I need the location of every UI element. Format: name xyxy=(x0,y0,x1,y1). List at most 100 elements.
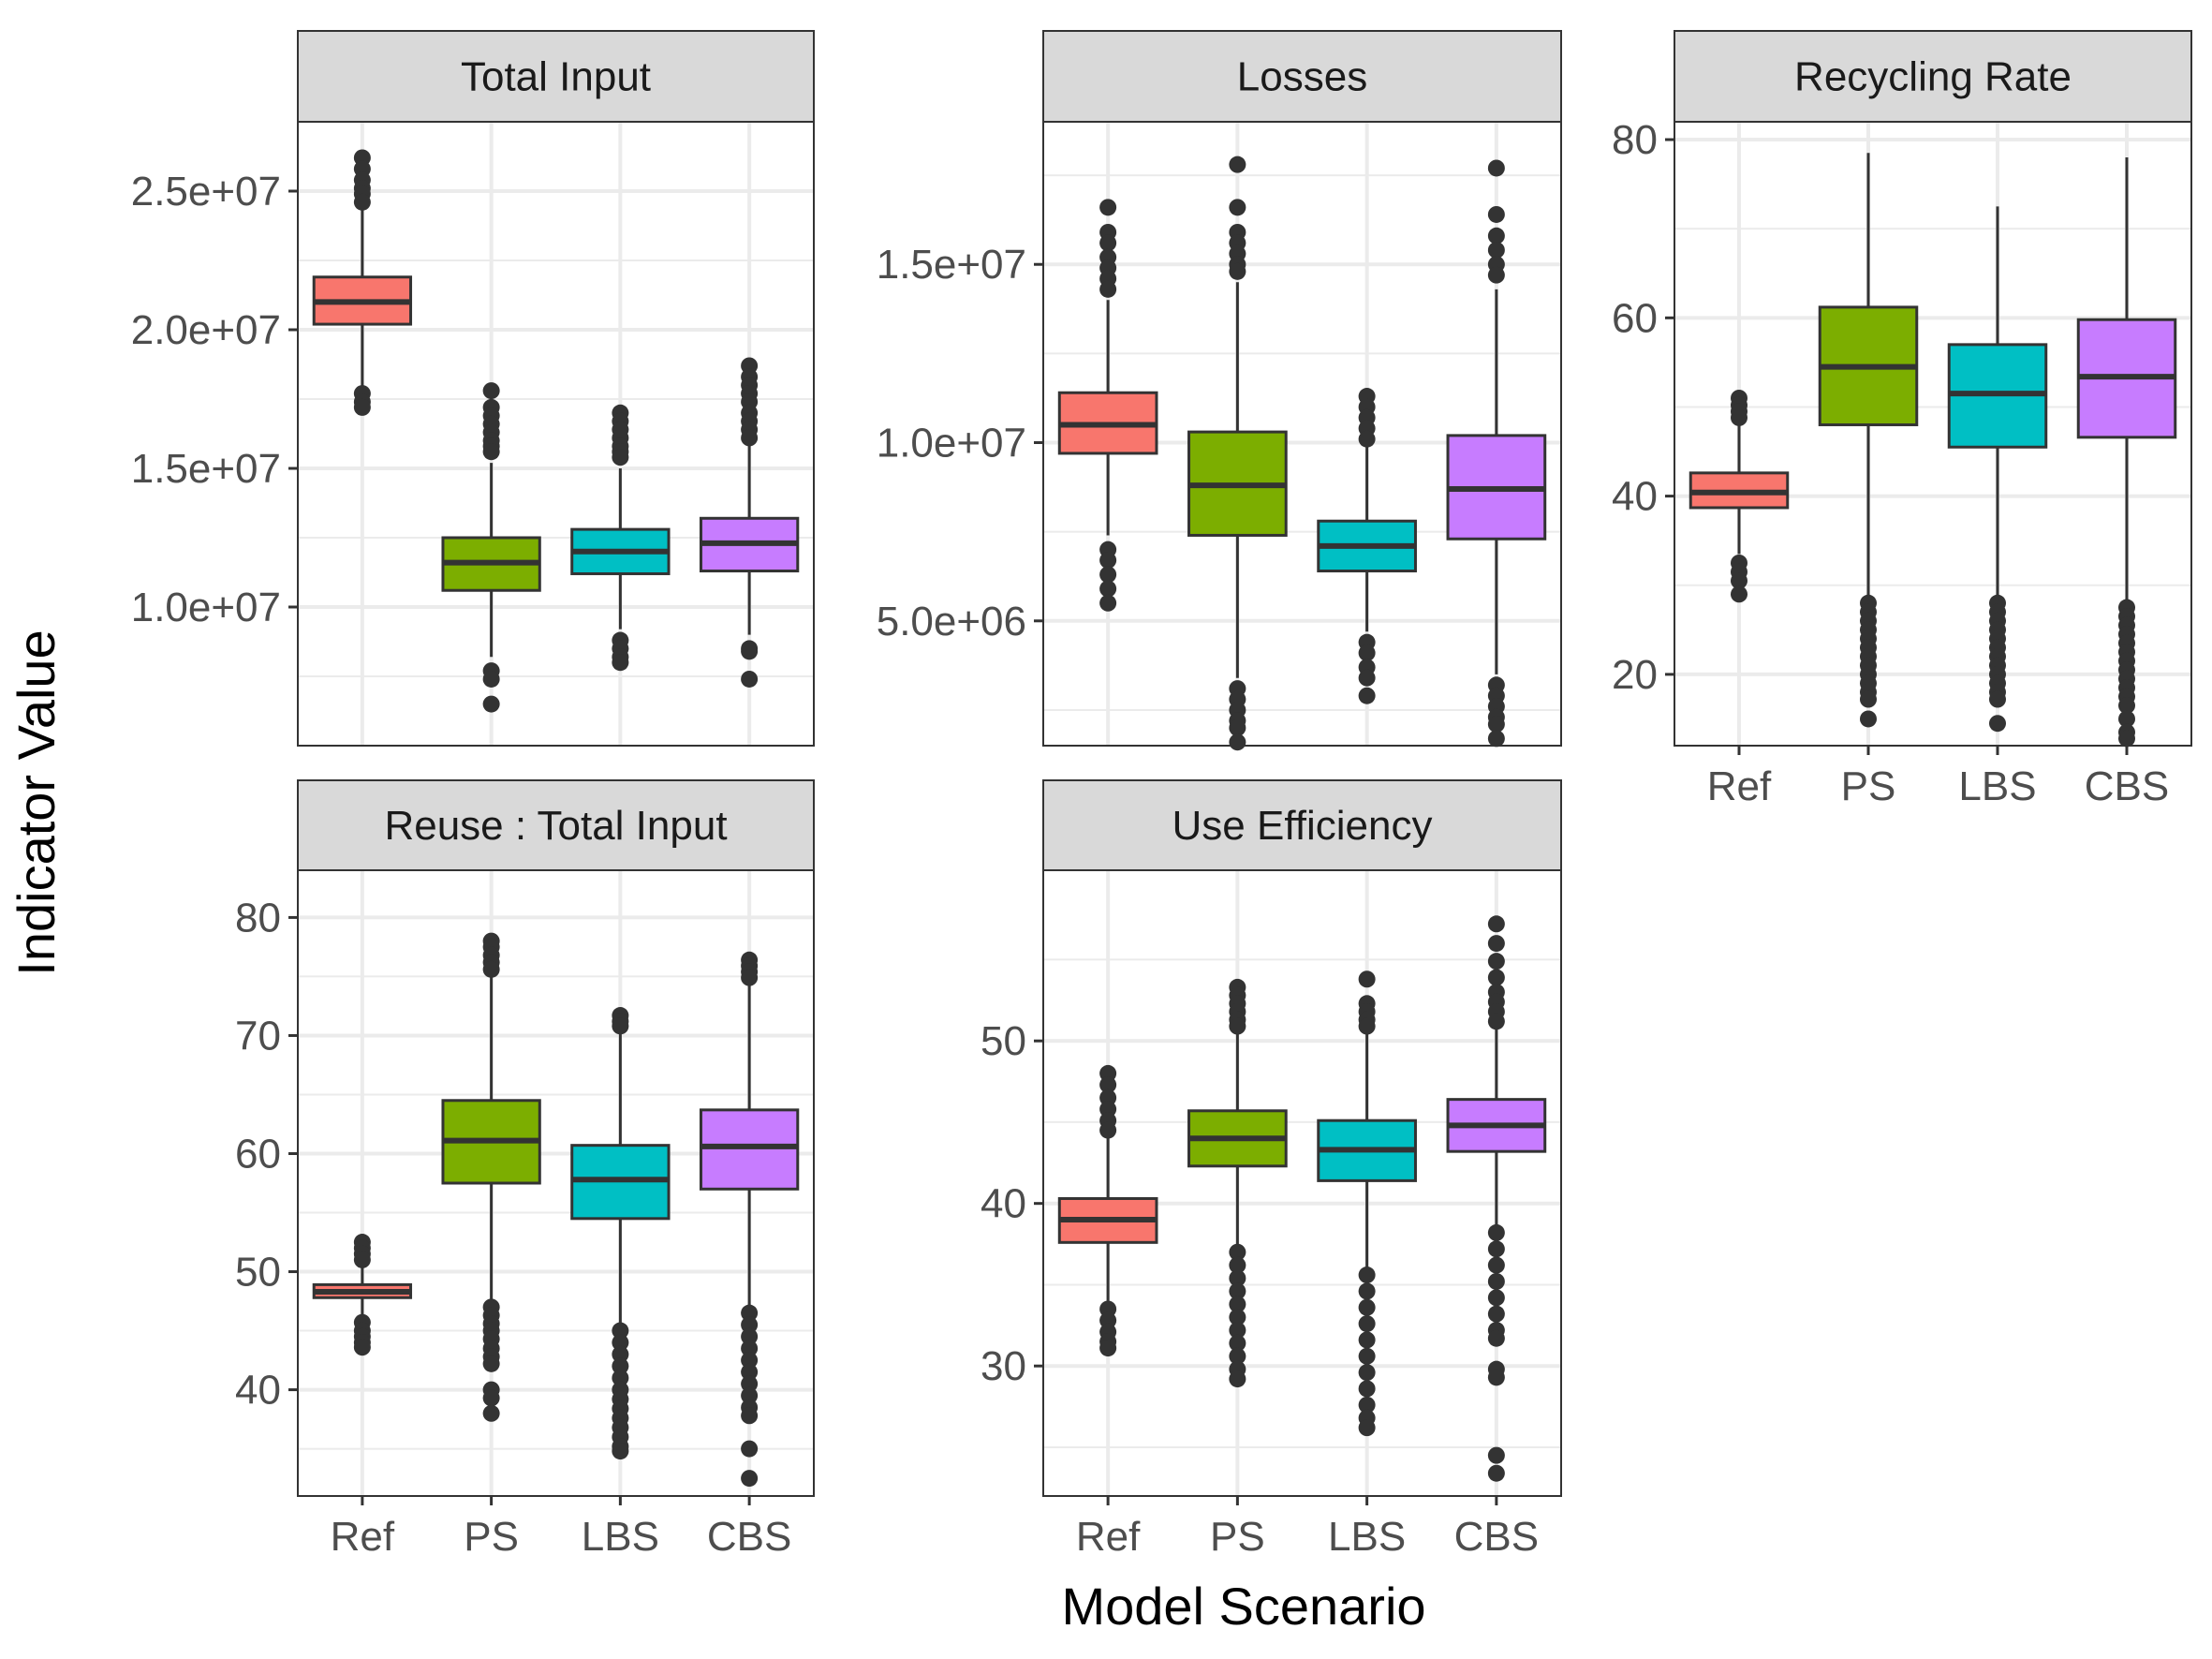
outlier-point xyxy=(741,1316,759,1334)
y-tick-label: 60 xyxy=(1612,295,1658,341)
outlier-point xyxy=(612,1443,629,1460)
x-tick-label: Ref xyxy=(331,1514,395,1560)
outlier-point xyxy=(482,960,500,978)
outlier-point xyxy=(1487,935,1505,953)
outlier-point xyxy=(1358,644,1376,662)
outlier-point xyxy=(1229,1347,1246,1365)
outlier-point xyxy=(482,382,500,400)
outlier-point xyxy=(353,398,371,416)
facet-strip xyxy=(297,30,815,123)
x-tick-label: LBS xyxy=(1328,1514,1406,1560)
outlier-point xyxy=(1229,733,1246,751)
x-tick-label: Ref xyxy=(1707,763,1772,809)
box-ref xyxy=(1688,389,1790,603)
outlier-point xyxy=(1229,1282,1246,1300)
box-lbs xyxy=(1317,970,1417,1437)
outlier-point xyxy=(1487,1240,1505,1258)
outlier-point xyxy=(1358,1396,1376,1414)
outlier-point xyxy=(482,1404,500,1422)
x-tick-label: CBS xyxy=(2085,763,2169,809)
x-tick-label: CBS xyxy=(1454,1514,1539,1560)
facet-strip xyxy=(1042,779,1562,871)
outlier-point xyxy=(741,1375,759,1393)
outlier-point xyxy=(741,1340,759,1357)
outlier-point xyxy=(1487,227,1505,244)
outlier-point xyxy=(353,1339,371,1356)
y-tick-label: 1.0e+07 xyxy=(877,421,1026,467)
box-lbs xyxy=(1317,388,1417,704)
outlier-point xyxy=(1731,585,1747,603)
outlier-point xyxy=(1860,690,1877,708)
outlier-point xyxy=(1229,1334,1246,1352)
box-ref xyxy=(1057,1064,1158,1357)
facet-strip xyxy=(1674,30,2192,123)
outlier-point xyxy=(1229,1370,1246,1388)
panel-3: Reuse : Total Input 40 50 60 70 80 Ref PS LBS CBS xyxy=(235,779,815,1560)
panel-background xyxy=(1043,870,1561,1496)
facet-title: Reuse : Total Input xyxy=(384,803,727,849)
outlier-point xyxy=(1099,1340,1117,1357)
box-cbs xyxy=(1446,915,1547,1482)
outlier-point xyxy=(741,1363,759,1381)
y-axis-title: Indicator Value xyxy=(7,630,66,975)
iqr-box xyxy=(699,1108,800,1191)
outlier-point xyxy=(1358,1331,1376,1349)
outlier-point xyxy=(1487,1369,1505,1386)
outlier-point xyxy=(1229,718,1246,736)
outlier-point xyxy=(1099,280,1117,298)
outlier-point xyxy=(612,1369,629,1386)
outlier-point xyxy=(741,1407,759,1425)
outlier-point xyxy=(1099,552,1117,570)
outlier-point xyxy=(1487,1272,1505,1290)
outlier-point xyxy=(1487,159,1505,177)
outlier-point xyxy=(1487,1329,1505,1347)
outlier-point xyxy=(482,1355,500,1372)
y-tick-label: 5.0e+06 xyxy=(877,599,1026,644)
outlier-point xyxy=(741,429,759,447)
outlier-point xyxy=(1358,970,1376,988)
outlier-point xyxy=(1487,1256,1505,1274)
box-cbs xyxy=(699,357,800,688)
y-tick-label: 2.5e+07 xyxy=(131,169,281,215)
outlier-point xyxy=(741,1352,759,1370)
outlier-point xyxy=(741,1304,759,1322)
outlier-point xyxy=(1358,669,1376,687)
box-ps xyxy=(1187,978,1288,1388)
y-tick-label: 40 xyxy=(1612,474,1658,520)
outlier-point xyxy=(482,443,500,461)
outlier-point xyxy=(1487,730,1505,748)
outlier-point xyxy=(741,1386,759,1404)
x-tick-label: Ref xyxy=(1076,1514,1141,1560)
outlier-point xyxy=(1487,1289,1505,1307)
y-tick-label: 1.0e+07 xyxy=(131,585,281,630)
outlier-point xyxy=(1099,580,1117,598)
outlier-point xyxy=(1487,1013,1505,1030)
box-ref xyxy=(1057,199,1158,612)
outlier-point xyxy=(741,670,759,688)
outlier-point xyxy=(1229,1243,1246,1261)
y-tick-label: 50 xyxy=(981,1018,1026,1064)
outlier-point xyxy=(1358,1380,1376,1398)
y-tick-label: 1.5e+07 xyxy=(131,446,281,492)
outlier-point xyxy=(1487,1223,1505,1241)
panel-4: Use Efficiency 30 40 50 Ref PS LBS CBS xyxy=(981,779,1562,1560)
panel-2: Recycling Rate 20 40 60 80 Ref PS LBS CBS xyxy=(1612,30,2192,809)
outlier-point xyxy=(1099,234,1117,252)
outlier-point xyxy=(1358,1315,1376,1333)
facet-strip xyxy=(297,779,815,871)
box-cbs xyxy=(699,951,800,1488)
outlier-point xyxy=(612,654,629,672)
outlier-point xyxy=(741,1327,759,1345)
panel-0: Total Input 1.0e+07 1.5e+07 2.0e+07 2.5e+07 xyxy=(131,30,815,747)
outlier-point xyxy=(1487,1446,1505,1464)
box-ref xyxy=(312,149,413,416)
outlier-point xyxy=(1487,716,1505,733)
outlier-point xyxy=(1229,1296,1246,1313)
outlier-point xyxy=(1358,1364,1376,1382)
box-ps xyxy=(441,382,541,713)
outlier-point xyxy=(1731,571,1747,589)
outlier-point xyxy=(1487,242,1505,259)
outlier-point xyxy=(2118,710,2135,728)
outlier-point xyxy=(1229,199,1246,216)
